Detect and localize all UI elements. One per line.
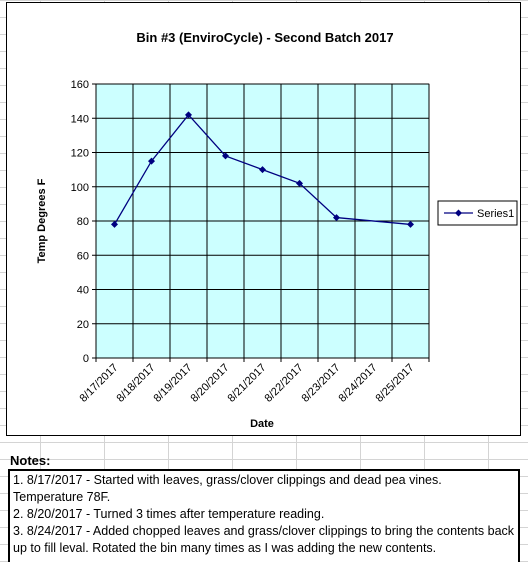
x-axis: 8/17/20178/18/20178/19/20178/20/20178/21… [78, 358, 430, 405]
x-tick-label: 8/24/2017 [337, 362, 380, 405]
data-point [148, 157, 155, 165]
chart-title: Bin #3 (EnviroCycle) - Second Batch 2017 [136, 30, 393, 45]
x-tick-label: 8/18/2017 [115, 362, 158, 405]
y-axis-label: Temp Degrees F [36, 178, 48, 263]
notes-header: Notes: [10, 453, 51, 468]
legend: Series1 [437, 200, 518, 226]
x-tick-label: 8/23/2017 [300, 362, 343, 405]
data-point [259, 166, 266, 174]
data-point [333, 214, 340, 222]
y-axis: 0 20 40 60 80 100 120 140 160 [71, 79, 96, 365]
y-tick-label: 100 [71, 182, 89, 194]
x-tick-label: 8/22/2017 [263, 362, 306, 405]
notes-box: 1. 8/17/2017 - Started with leaves, gras… [8, 469, 520, 562]
y-tick-label: 120 [71, 148, 89, 160]
note-item-3: 3. 8/24/2017 - Added chopped leaves and … [13, 524, 515, 555]
series [111, 111, 414, 228]
legend-label: Series1 [477, 208, 514, 220]
y-tick-label: 140 [71, 113, 89, 125]
y-tick-label: 20 [77, 319, 89, 331]
legend-marker [455, 209, 462, 217]
chart-area[interactable]: Bin #3 (EnviroCycle) - Second Batch 2017… [6, 2, 521, 436]
y-tick-label: 60 [77, 250, 89, 262]
series-line [113, 113, 411, 226]
data-point [222, 152, 229, 160]
gridlines [95, 83, 430, 359]
x-axis-label: Date [250, 418, 274, 430]
y-tick-label: 80 [77, 216, 89, 228]
y-tick-label: 40 [77, 285, 89, 297]
x-tick-label: 8/19/2017 [152, 362, 195, 405]
data-point [407, 220, 414, 228]
x-tick-label: 8/17/2017 [78, 362, 121, 405]
x-tick-label: 8/21/2017 [226, 362, 269, 405]
y-tick-label: 0 [83, 353, 89, 365]
note-item-1: 1. 8/17/2017 - Started with leaves, gras… [13, 473, 442, 504]
line-chart: Bin #3 (EnviroCycle) - Second Batch 2017… [36, 30, 518, 430]
x-tick-label: 8/25/2017 [374, 362, 417, 405]
note-item-2: 2. 8/20/2017 - Turned 3 times after temp… [13, 507, 325, 521]
y-tick-label: 160 [71, 79, 89, 91]
data-point [185, 111, 192, 119]
data-point [111, 220, 118, 228]
x-tick-label: 8/20/2017 [189, 362, 232, 405]
data-point [296, 179, 303, 187]
